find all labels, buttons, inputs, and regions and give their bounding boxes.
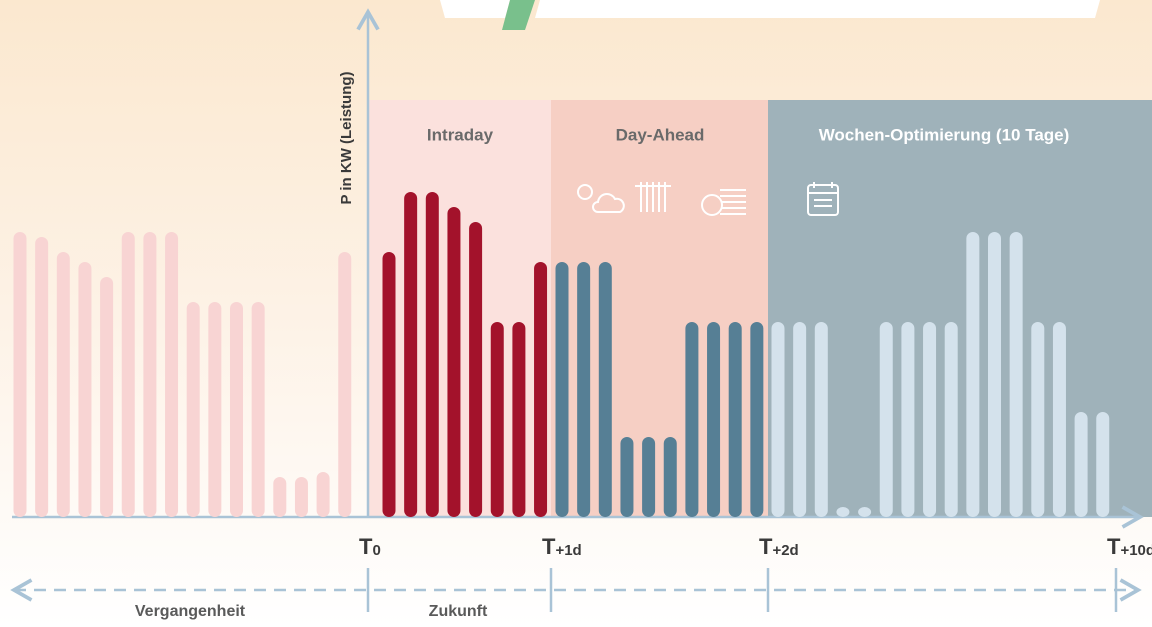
- region-label: Intraday: [427, 125, 494, 144]
- marker-symbol: T: [542, 534, 556, 559]
- bar: [858, 507, 872, 517]
- bar: [923, 322, 937, 517]
- bar: [836, 507, 850, 517]
- period-label: Vergangenheit: [135, 603, 246, 620]
- bar: [490, 322, 504, 517]
- period-label: Zukunft: [429, 603, 488, 620]
- bar: [966, 232, 980, 517]
- region-label: Wochen-Optimierung (10 Tage): [819, 125, 1070, 144]
- icons: [577, 182, 839, 216]
- bar: [186, 302, 200, 517]
- marker-sub: +1d: [555, 542, 581, 559]
- marker-sub: 0: [372, 542, 380, 559]
- bar: [879, 322, 893, 517]
- marker-symbol: T: [359, 534, 373, 559]
- bar: [165, 232, 179, 517]
- marker-symbol: T: [1107, 534, 1121, 559]
- bar: [728, 322, 742, 517]
- bar: [56, 252, 70, 517]
- bar: [598, 262, 612, 517]
- marker-symbol: T: [759, 534, 773, 559]
- bar: [577, 262, 591, 517]
- time-marker: T+1d: [542, 534, 582, 559]
- bar: [901, 322, 915, 517]
- bar: [251, 302, 265, 517]
- bar: [512, 322, 526, 517]
- bar: [382, 252, 396, 517]
- bar: [988, 232, 1001, 517]
- bar: [447, 207, 461, 517]
- bar: [13, 232, 27, 517]
- bar: [78, 262, 92, 517]
- bar: [793, 322, 807, 517]
- bar: [469, 222, 483, 517]
- region-label: Day-Ahead: [616, 125, 705, 144]
- time-marker: T+10d: [1107, 534, 1152, 559]
- bar: [620, 437, 634, 517]
- bar: [35, 237, 49, 517]
- bar: [294, 477, 308, 517]
- bar: [121, 232, 135, 517]
- bar: [685, 322, 699, 517]
- bar: [100, 277, 114, 517]
- marker-sub: +10d: [1120, 542, 1152, 559]
- marker-sub: +2d: [772, 542, 798, 559]
- bar: [1031, 322, 1045, 517]
- bar: [771, 322, 785, 517]
- bar: [534, 262, 548, 517]
- bar: [944, 322, 958, 517]
- bar: [143, 232, 157, 517]
- bar: [814, 322, 828, 517]
- bar: [404, 192, 418, 517]
- bar: [230, 302, 243, 517]
- logo-fragment: [440, 0, 1100, 30]
- week-region: [768, 100, 1152, 517]
- bar: [663, 437, 677, 517]
- bar: [1052, 322, 1066, 517]
- time-marker: T+2d: [759, 534, 799, 559]
- bar: [273, 477, 287, 517]
- bar: [338, 252, 352, 517]
- bar: [1096, 412, 1110, 517]
- bar: [316, 472, 330, 517]
- bar: [707, 322, 721, 517]
- bar: [1009, 232, 1023, 517]
- bar: [425, 192, 439, 517]
- time-marker: T0: [359, 534, 381, 559]
- bar: [750, 322, 764, 517]
- y-axis-label: P in KW (Leistung): [338, 71, 355, 204]
- bar: [642, 437, 656, 517]
- bar: [555, 262, 569, 517]
- bar: [1074, 412, 1088, 517]
- bar: [208, 302, 222, 517]
